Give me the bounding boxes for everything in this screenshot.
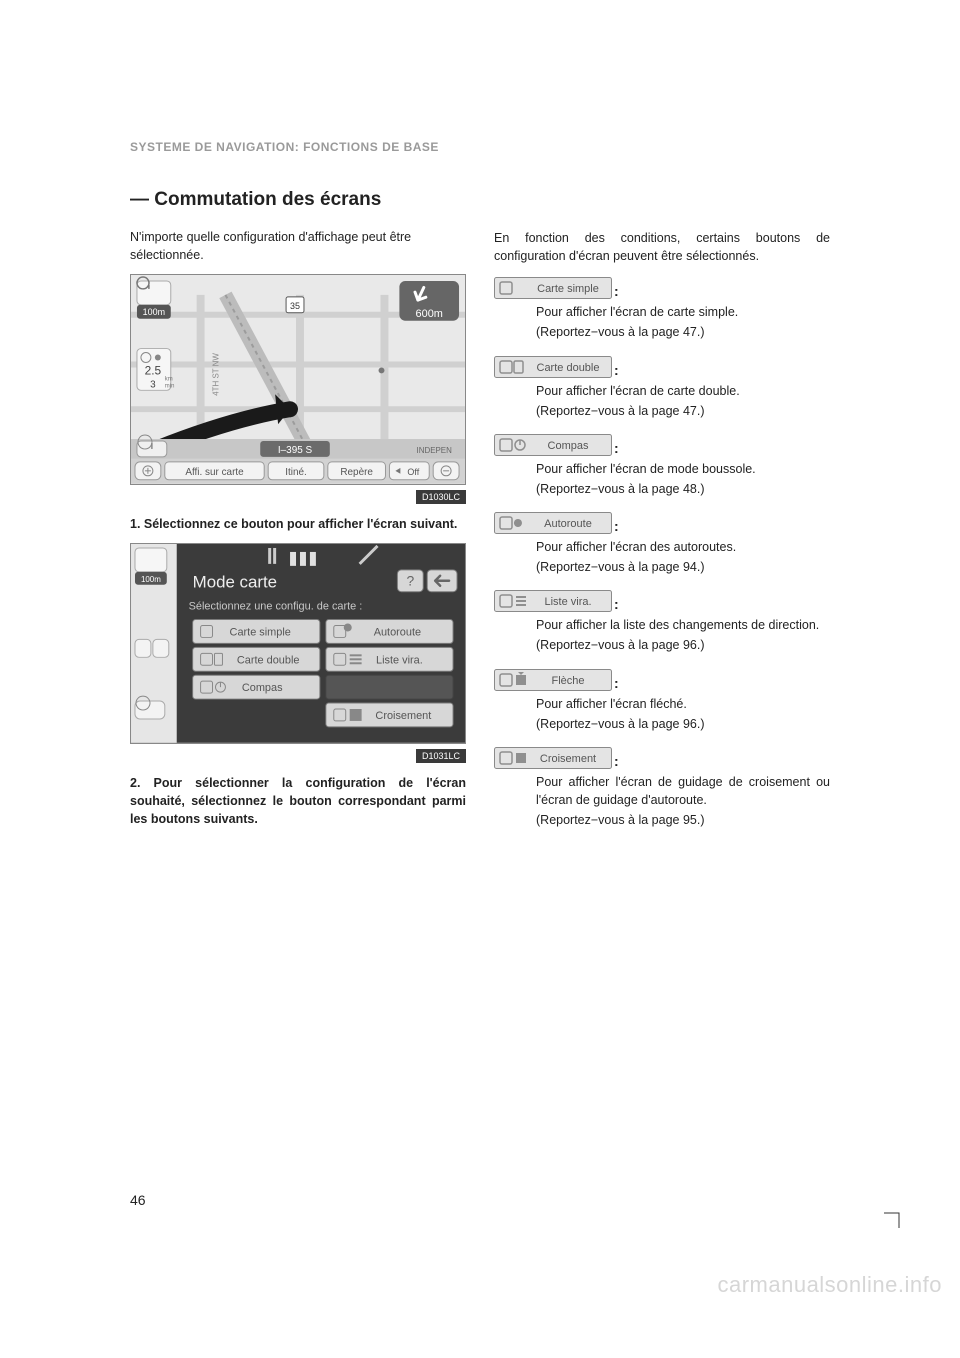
colon: : <box>614 440 619 456</box>
svg-text:Carte double: Carte double <box>237 654 300 666</box>
map-svg: 100m 600m 2.5 km 3 min 4TH ST NW <box>131 275 465 484</box>
colon: : <box>614 675 619 691</box>
mode-carte-svg: 100m Mode carte <box>131 544 465 743</box>
svg-text:Carte simple: Carte simple <box>230 626 291 638</box>
option-arrow: Flèche : Pour afficher l'écran fléché. (Re… <box>494 669 830 733</box>
svg-text:Liste vira.: Liste vira. <box>376 654 423 666</box>
svg-text:INDEPEN: INDEPEN <box>417 446 453 455</box>
option-body: Pour afficher l'écran fléché. (Reportez−v… <box>494 695 830 733</box>
page-number: 46 <box>130 1192 146 1208</box>
section-header: SYSTEME DE NAVIGATION: FONCTIONS DE BASE <box>130 140 830 159</box>
option-body: Pour afficher l'écran de mode boussole. (… <box>494 460 830 498</box>
svg-text:4TH ST NW: 4TH ST NW <box>211 353 220 396</box>
option-desc: Pour afficher l'écran des autoroutes. <box>536 538 830 556</box>
watermark: carmanualsonline.info <box>717 1272 942 1298</box>
svg-text:Liste vira.: Liste vira. <box>544 596 591 608</box>
svg-text:Autoroute: Autoroute <box>374 626 421 638</box>
figcode-2: D1031LC <box>416 749 466 763</box>
svg-text:I–395 S: I–395 S <box>278 445 313 456</box>
colon: : <box>614 753 619 769</box>
intro-text: N'importe quelle configuration d'afficha… <box>130 229 466 264</box>
option-desc: Pour afficher l'écran de guidage de croi… <box>536 773 830 809</box>
colon: : <box>614 518 619 534</box>
figure-map-screenshot: 100m 600m 2.5 km 3 min 4TH ST NW <box>130 274 466 485</box>
svg-text:Compas: Compas <box>548 440 589 452</box>
svg-text:Affi. sur carte: Affi. sur carte <box>185 467 244 478</box>
option-highway: Autoroute : Pour afficher l'écran des aut… <box>494 512 830 576</box>
left-column: N'importe quelle configuration d'afficha… <box>130 229 466 843</box>
option-body: Pour afficher l'écran des autoroutes. (Re… <box>494 538 830 576</box>
columns: N'importe quelle configuration d'afficha… <box>130 229 830 843</box>
right-column: En fonction des conditions, certains bou… <box>494 229 830 843</box>
svg-text:Carte double: Carte double <box>537 362 600 374</box>
colon: : <box>614 362 619 378</box>
svg-text:Sélectionnez une configu. de c: Sélectionnez une configu. de carte : <box>189 600 363 612</box>
svg-text:Itiné.: Itiné. <box>285 467 307 478</box>
option-desc: Pour afficher l'écran de carte simple. <box>536 303 830 321</box>
option-body: Pour afficher l'écran de guidage de croi… <box>494 773 830 829</box>
colon: : <box>614 283 619 299</box>
svg-text:km: km <box>165 376 173 382</box>
option-desc: Pour afficher la liste des changements d… <box>536 616 830 634</box>
option-ref: (Reportez−vous à la page 96.) <box>536 715 830 733</box>
svg-text:100m: 100m <box>143 307 165 317</box>
compass-button: Compas <box>494 434 612 456</box>
option-ref: (Reportez−vous à la page 95.) <box>536 811 830 829</box>
cross-button: Croisement <box>494 747 612 769</box>
option-ref: (Reportez−vous à la page 94.) <box>536 558 830 576</box>
svg-text:Carte simple: Carte simple <box>537 283 599 295</box>
page: SYSTEME DE NAVIGATION: FONCTIONS DE BASE… <box>0 0 960 843</box>
svg-text:Repère: Repère <box>340 467 373 478</box>
option-single: Carte simple : Pour afficher l'écran de c… <box>494 277 830 341</box>
option-ref: (Reportez−vous à la page 47.) <box>536 323 830 341</box>
conditions-text: En fonction des conditions, certains bou… <box>494 229 830 265</box>
svg-text:35: 35 <box>290 301 300 311</box>
svg-text:Autoroute: Autoroute <box>544 518 592 530</box>
crop-mark <box>884 1198 914 1228</box>
highway-button: Autoroute <box>494 512 612 534</box>
option-ref: (Reportez−vous à la page 96.) <box>536 636 830 654</box>
list-button: Liste vira. <box>494 590 612 612</box>
svg-text:?: ? <box>406 573 414 589</box>
option-list: Liste vira. : Pour afficher la liste des … <box>494 590 830 654</box>
svg-text:3: 3 <box>150 379 156 390</box>
option-body: Pour afficher la liste des changements d… <box>494 616 830 654</box>
svg-text:Croisement: Croisement <box>375 710 431 722</box>
svg-text:Flèche: Flèche <box>551 675 584 687</box>
svg-text:Mode carte: Mode carte <box>193 573 277 592</box>
figcode-1: D1030LC <box>416 490 466 504</box>
option-desc: Pour afficher l'écran de carte double. <box>536 382 830 400</box>
option-ref: (Reportez−vous à la page 47.) <box>536 402 830 420</box>
option-desc: Pour afficher l'écran fléché. <box>536 695 830 713</box>
svg-text:Compas: Compas <box>242 682 283 694</box>
option-compass: Compas : Pour afficher l'écran de mode bo… <box>494 434 830 498</box>
step-2: 2. Pour sélectionner la configuration de… <box>130 774 466 828</box>
page-heading: — Commutation des écrans <box>130 189 830 211</box>
option-body: Pour afficher l'écran de carte simple. (R… <box>494 303 830 341</box>
figure-mode-carte: 100m Mode carte <box>130 543 466 744</box>
svg-text:Croisement: Croisement <box>540 753 596 765</box>
option-desc: Pour afficher l'écran de mode boussole. <box>536 460 830 478</box>
svg-text:600m: 600m <box>416 308 443 320</box>
double-button: Carte double <box>494 356 612 378</box>
step-1: 1. Sélectionnez ce bouton pour afficher … <box>130 515 466 533</box>
options-list: Carte simple : Pour afficher l'écran de c… <box>494 277 830 829</box>
option-cross: Croisement : Pour afficher l'écran de gui… <box>494 747 830 829</box>
colon: : <box>614 596 619 612</box>
svg-text:100m: 100m <box>141 575 161 584</box>
svg-text:Off: Off <box>407 467 419 477</box>
option-body: Pour afficher l'écran de carte double. (R… <box>494 382 830 420</box>
option-ref: (Reportez−vous à la page 48.) <box>536 480 830 498</box>
option-double: Carte double : Pour afficher l'écran de c… <box>494 356 830 420</box>
single-button: Carte simple <box>494 277 612 299</box>
svg-text:2.5: 2.5 <box>145 363 162 377</box>
arrow-button: Flèche <box>494 669 612 691</box>
svg-text:min: min <box>165 383 175 389</box>
